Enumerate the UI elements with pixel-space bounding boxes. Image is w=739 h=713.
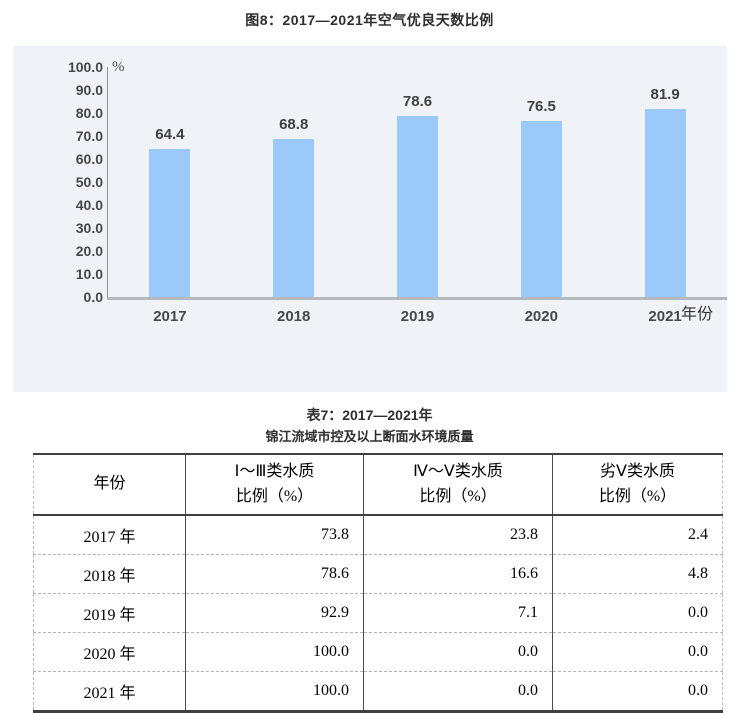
x-axis-category-label: 2018 <box>277 308 311 325</box>
bar-slot: 81.9 <box>603 67 727 297</box>
bar-value-label: 64.4 <box>155 125 185 143</box>
bar-slot: 78.6 <box>356 67 480 297</box>
year-cell: 2019 年 <box>33 593 186 633</box>
bar-value-label: 81.9 <box>650 85 680 103</box>
table-header-row: 年份 Ⅰ～Ⅲ类水质 比例（%） Ⅳ～Ⅴ类水质 比例（%） 劣Ⅴ类水质 比例（%） <box>33 454 723 516</box>
table-row: 2017 年 73.8 23.8 2.4 <box>33 515 723 555</box>
x-axis-category-label: 2017 <box>153 308 187 325</box>
y-axis-tick-label: 10.0 <box>75 266 103 282</box>
table-title-line2: 锦江流域市控及以上断面水环境质量 <box>265 429 474 444</box>
table-header-cell: 劣Ⅴ类水质 比例（%） <box>552 454 723 516</box>
bar-value-label: 78.6 <box>402 93 433 111</box>
value-cell: 16.6 <box>363 554 553 594</box>
y-axis-tick-label: 60.0 <box>75 151 103 167</box>
x-axis-title: 年份 <box>681 306 714 323</box>
bar <box>396 116 438 297</box>
table-header-cell: Ⅰ～Ⅲ类水质 比例（%） <box>185 454 364 516</box>
y-axis-tick-label: 20.0 <box>75 243 103 259</box>
table-row: 2018 年 78.6 16.6 4.8 <box>33 554 723 594</box>
bar-slot: 68.8 <box>232 67 356 297</box>
x-axis-baseline <box>107 297 727 300</box>
y-axis-tick-label: 70.0 <box>75 128 103 144</box>
y-axis-tick-label: 100.0 <box>67 59 103 75</box>
bar <box>273 138 315 297</box>
figure-title: 图8：2017—2021年空气优良天数比例 <box>245 12 494 28</box>
x-axis-category-label: 2019 <box>400 308 435 325</box>
value-cell: 0.0 <box>552 593 723 633</box>
bar <box>644 108 686 297</box>
x-axis-labels: 2017 2018 2019 2020 2021 <box>108 308 727 325</box>
y-axis-tick-label: 50.0 <box>75 174 103 190</box>
x-axis-category-label: 2021 <box>648 308 682 325</box>
value-cell: 0.0 <box>363 671 553 712</box>
value-cell: 7.1 <box>363 593 553 633</box>
value-cell: 78.6 <box>185 554 364 594</box>
year-cell: 2017 年 <box>33 515 186 555</box>
y-axis-tick-label: 0.0 <box>83 289 103 305</box>
year-cell: 2018 年 <box>33 554 186 594</box>
bar-value-label: 76.5 <box>526 98 556 116</box>
year-cell: 2020 年 <box>33 632 186 672</box>
table-row: 2021 年 100.0 0.0 0.0 <box>34 671 723 712</box>
x-axis-category-label: 2020 <box>524 308 558 325</box>
bar <box>149 148 191 297</box>
bar-value-label: 68.8 <box>279 115 309 133</box>
bar-slot: 76.5 <box>479 67 603 297</box>
value-cell: 23.8 <box>363 515 553 555</box>
value-cell: 100.0 <box>185 632 364 672</box>
value-cell: 0.0 <box>552 671 723 712</box>
value-cell: 4.8 <box>552 554 723 594</box>
y-axis-tick-label: 90.0 <box>75 82 103 98</box>
y-axis-tick-label: 40.0 <box>75 197 103 213</box>
value-cell: 73.8 <box>185 515 364 555</box>
y-axis-unit-label: % <box>112 59 125 75</box>
value-cell: 92.9 <box>185 593 364 633</box>
value-cell: 100.0 <box>185 671 364 712</box>
plot-area: 64.4 68.8 78.6 76.5 81.9 <box>108 67 727 297</box>
year-cell: 2021 年 <box>83 685 136 702</box>
y-axis-line <box>107 67 108 298</box>
y-axis-tick-label: 80.0 <box>75 105 103 121</box>
water-quality-table: 年份 Ⅰ～Ⅲ类水质 比例（%） Ⅳ～Ⅴ类水质 比例（%） 劣Ⅴ类水质 比例（%） 2017 … <box>33 453 723 713</box>
bar-slot: 64.4 <box>108 67 232 297</box>
bar <box>520 121 562 297</box>
y-axis-tick-label: 30.0 <box>75 220 103 236</box>
table-row: 2020 年 100.0 0.0 0.0 <box>33 632 723 672</box>
table-header-cell: 年份 <box>33 454 186 516</box>
table-title-line1: 表7：2017—2021年 <box>306 407 433 423</box>
table-header-cell: Ⅳ～Ⅴ类水质 比例（%） <box>363 454 553 516</box>
table-row: 2019 年 92.9 7.1 0.0 <box>33 593 723 633</box>
value-cell: 0.0 <box>552 632 723 672</box>
value-cell: 0.0 <box>363 632 553 672</box>
air-quality-bar-chart: % 64.4 68.8 78.6 76.5 81.9 2017 2018 2019 2020 2… <box>13 46 727 392</box>
value-cell: 2.4 <box>552 515 723 555</box>
